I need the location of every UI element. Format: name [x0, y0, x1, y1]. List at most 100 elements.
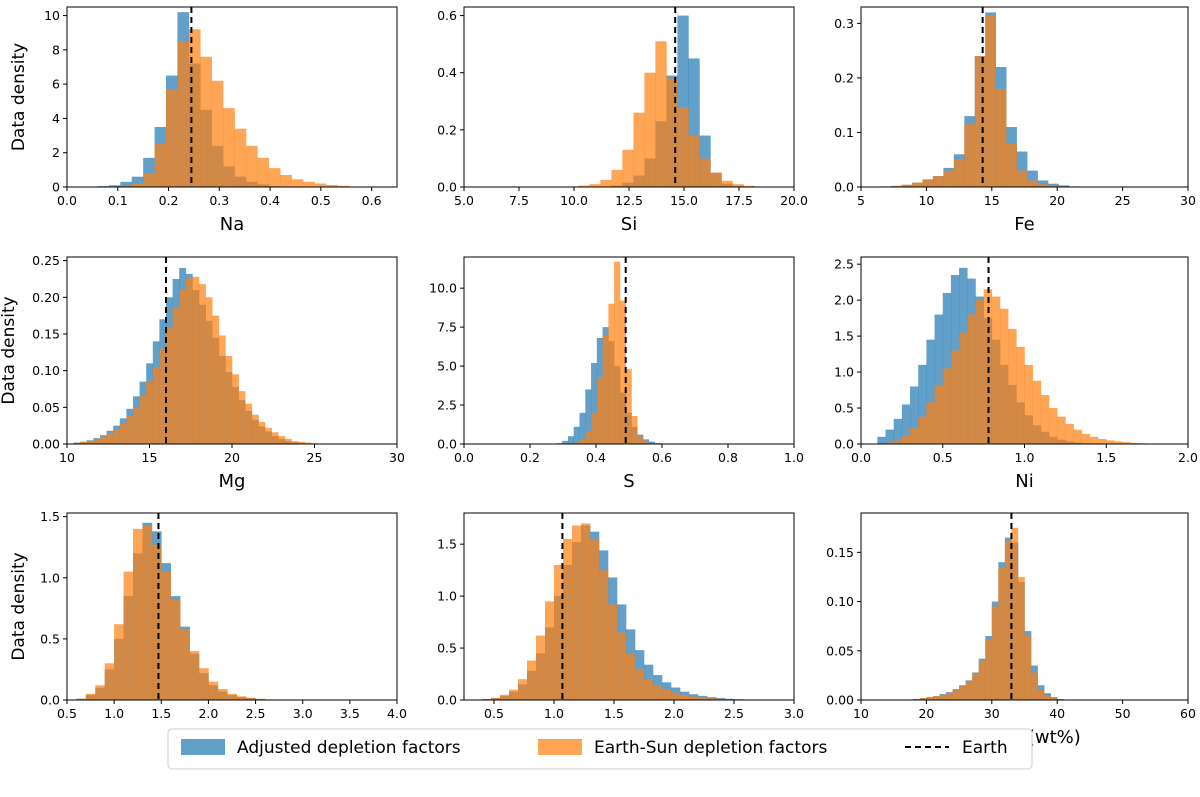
y-tick-label: 10.0 [429, 281, 457, 296]
histogram-bar-earthsun [716, 698, 726, 700]
histogram-bar-earthsun [901, 184, 913, 187]
x-tick-label: 0.8 [718, 450, 738, 465]
histogram-bar-earthsun [1050, 698, 1058, 700]
histogram-bar-earthsun [1004, 540, 1012, 700]
histogram-bar-earthsun [1037, 690, 1045, 700]
y-tick-label: 0.15 [32, 327, 60, 342]
y-tick-label: 0.2 [437, 122, 457, 137]
histogram-bar-adjusted [688, 58, 700, 187]
x-tick-label: 50 [1115, 706, 1131, 721]
plot-area [913, 513, 1065, 700]
histogram-bar-adjusted [73, 442, 81, 444]
histogram-bar-earthsun [1098, 438, 1107, 444]
histogram-bar-earthsun [946, 693, 953, 700]
histogram-bar-earthsun [585, 431, 592, 444]
histogram-bar-earthsun [159, 348, 167, 444]
histogram-bar-earthsun [934, 385, 944, 444]
histogram-bar-earthsun [978, 660, 986, 700]
y-tick-label: 2.5 [834, 257, 854, 272]
histogram-bar-earthsun [563, 538, 573, 700]
histogram-bar-earthsun [482, 698, 492, 700]
histogram-bar-earthsun [932, 176, 944, 187]
histogram-bar-earthsun [922, 179, 934, 187]
histogram-bar-earthsun [1016, 170, 1028, 187]
x-tick-label: 1.5 [1096, 450, 1116, 465]
histogram-bar-earthsun [680, 694, 690, 700]
x-tick-label: 25 [1115, 193, 1131, 208]
histogram-bar-adjusted [877, 436, 886, 444]
x-tick-label: 10 [853, 706, 869, 721]
plot-area [73, 257, 319, 444]
x-tick-label: 20 [1049, 193, 1065, 208]
x-tick-label: 25 [307, 450, 323, 465]
histogram-bar-earthsun [581, 523, 591, 700]
histogram-bar-earthsun [119, 423, 127, 444]
histogram-bar-earthsun [1032, 380, 1042, 444]
y-tick-label: 8 [52, 42, 60, 57]
plot-area [482, 513, 762, 700]
histogram-bar-earthsun [212, 315, 220, 444]
subplot-s: 0.0 0.2 0.4 0.6 0.8 1.0 0.0 2.5 5.0 7.5 10.0 S [429, 256, 804, 492]
histogram-bar-earthsun [631, 415, 638, 444]
histogram-bar-earthsun [303, 181, 315, 187]
histogram-bar-earthsun [177, 41, 190, 187]
histogram-bar-adjusted [1027, 170, 1038, 187]
x-tick-label: 4.0 [387, 706, 407, 721]
histogram-bar-earthsun [1011, 527, 1019, 700]
histogram-bar-earthsun [572, 525, 582, 700]
histogram-bar-earthsun [225, 356, 233, 444]
histogram-bar-adjusted [585, 389, 592, 444]
histogram-bar-earthsun [192, 276, 200, 444]
histogram-bar-earthsun [146, 381, 154, 444]
histogram-bar-earthsun [1008, 328, 1017, 444]
histogram-bar-adjusted [567, 436, 575, 444]
x-tick-label: 10 [918, 193, 934, 208]
x-axis-label: Si [621, 214, 637, 235]
x-tick-label: 20.0 [780, 193, 808, 208]
x-tick-label: 15.0 [670, 193, 698, 208]
histogram-bar-earthsun [234, 128, 247, 187]
y-tick-label: 0.0 [437, 180, 457, 195]
y-tick-label: 1.0 [834, 365, 854, 380]
histogram-bar-earthsun [527, 660, 537, 700]
histogram-bar-earthsun [666, 78, 678, 187]
histogram-bar-earthsun [95, 685, 106, 700]
histogram-bar-earthsun [142, 525, 153, 700]
histogram-bar-earthsun [901, 435, 911, 444]
y-tick-label: 0.20 [32, 290, 60, 305]
histogram-bar-earthsun [635, 668, 645, 700]
histogram-bar-earthsun [166, 328, 173, 444]
histogram-bar-earthsun [1065, 423, 1074, 444]
y-tick-label: 2.5 [437, 398, 457, 413]
histogram-bar-earthsun [154, 144, 167, 187]
histogram-bar-earthsun [76, 698, 87, 700]
y-tick-label: 0 [52, 180, 60, 195]
histogram-bar-earthsun [919, 698, 927, 700]
histogram-bar-earthsun [926, 697, 934, 700]
histogram-bar-earthsun [199, 284, 206, 444]
x-tick-label: 10 [59, 450, 75, 465]
x-tick-label: 1.5 [151, 706, 171, 721]
histogram-bar-earthsun [1044, 696, 1051, 700]
histogram-bar-earthsun [967, 314, 976, 444]
y-tick-label: 0.0 [40, 693, 60, 708]
histogram-bar-earthsun [1073, 429, 1083, 444]
y-tick-label: 0.0 [437, 693, 457, 708]
x-tick-label: 5.0 [454, 193, 474, 208]
histogram-bar-earthsun [280, 175, 292, 187]
histogram-bar-earthsun [677, 107, 689, 187]
histogram-bar-earthsun [926, 402, 935, 444]
histogram-bar-earthsun [599, 570, 609, 700]
histogram-bar-earthsun [180, 629, 190, 700]
histogram-bar-adjusted [143, 157, 155, 187]
histogram-bar-earthsun [662, 689, 672, 700]
histogram-bar-earthsun [671, 692, 681, 700]
x-tick-label: 12.5 [615, 193, 643, 208]
histogram-bar-earthsun [85, 693, 96, 700]
histogram-bar-earthsun [1016, 346, 1025, 444]
histogram-bar-earthsun [1031, 672, 1038, 700]
histogram-bar-earthsun [611, 169, 623, 187]
histogram-bar-earthsun [975, 300, 984, 444]
x-tick-label: 3.0 [293, 706, 313, 721]
